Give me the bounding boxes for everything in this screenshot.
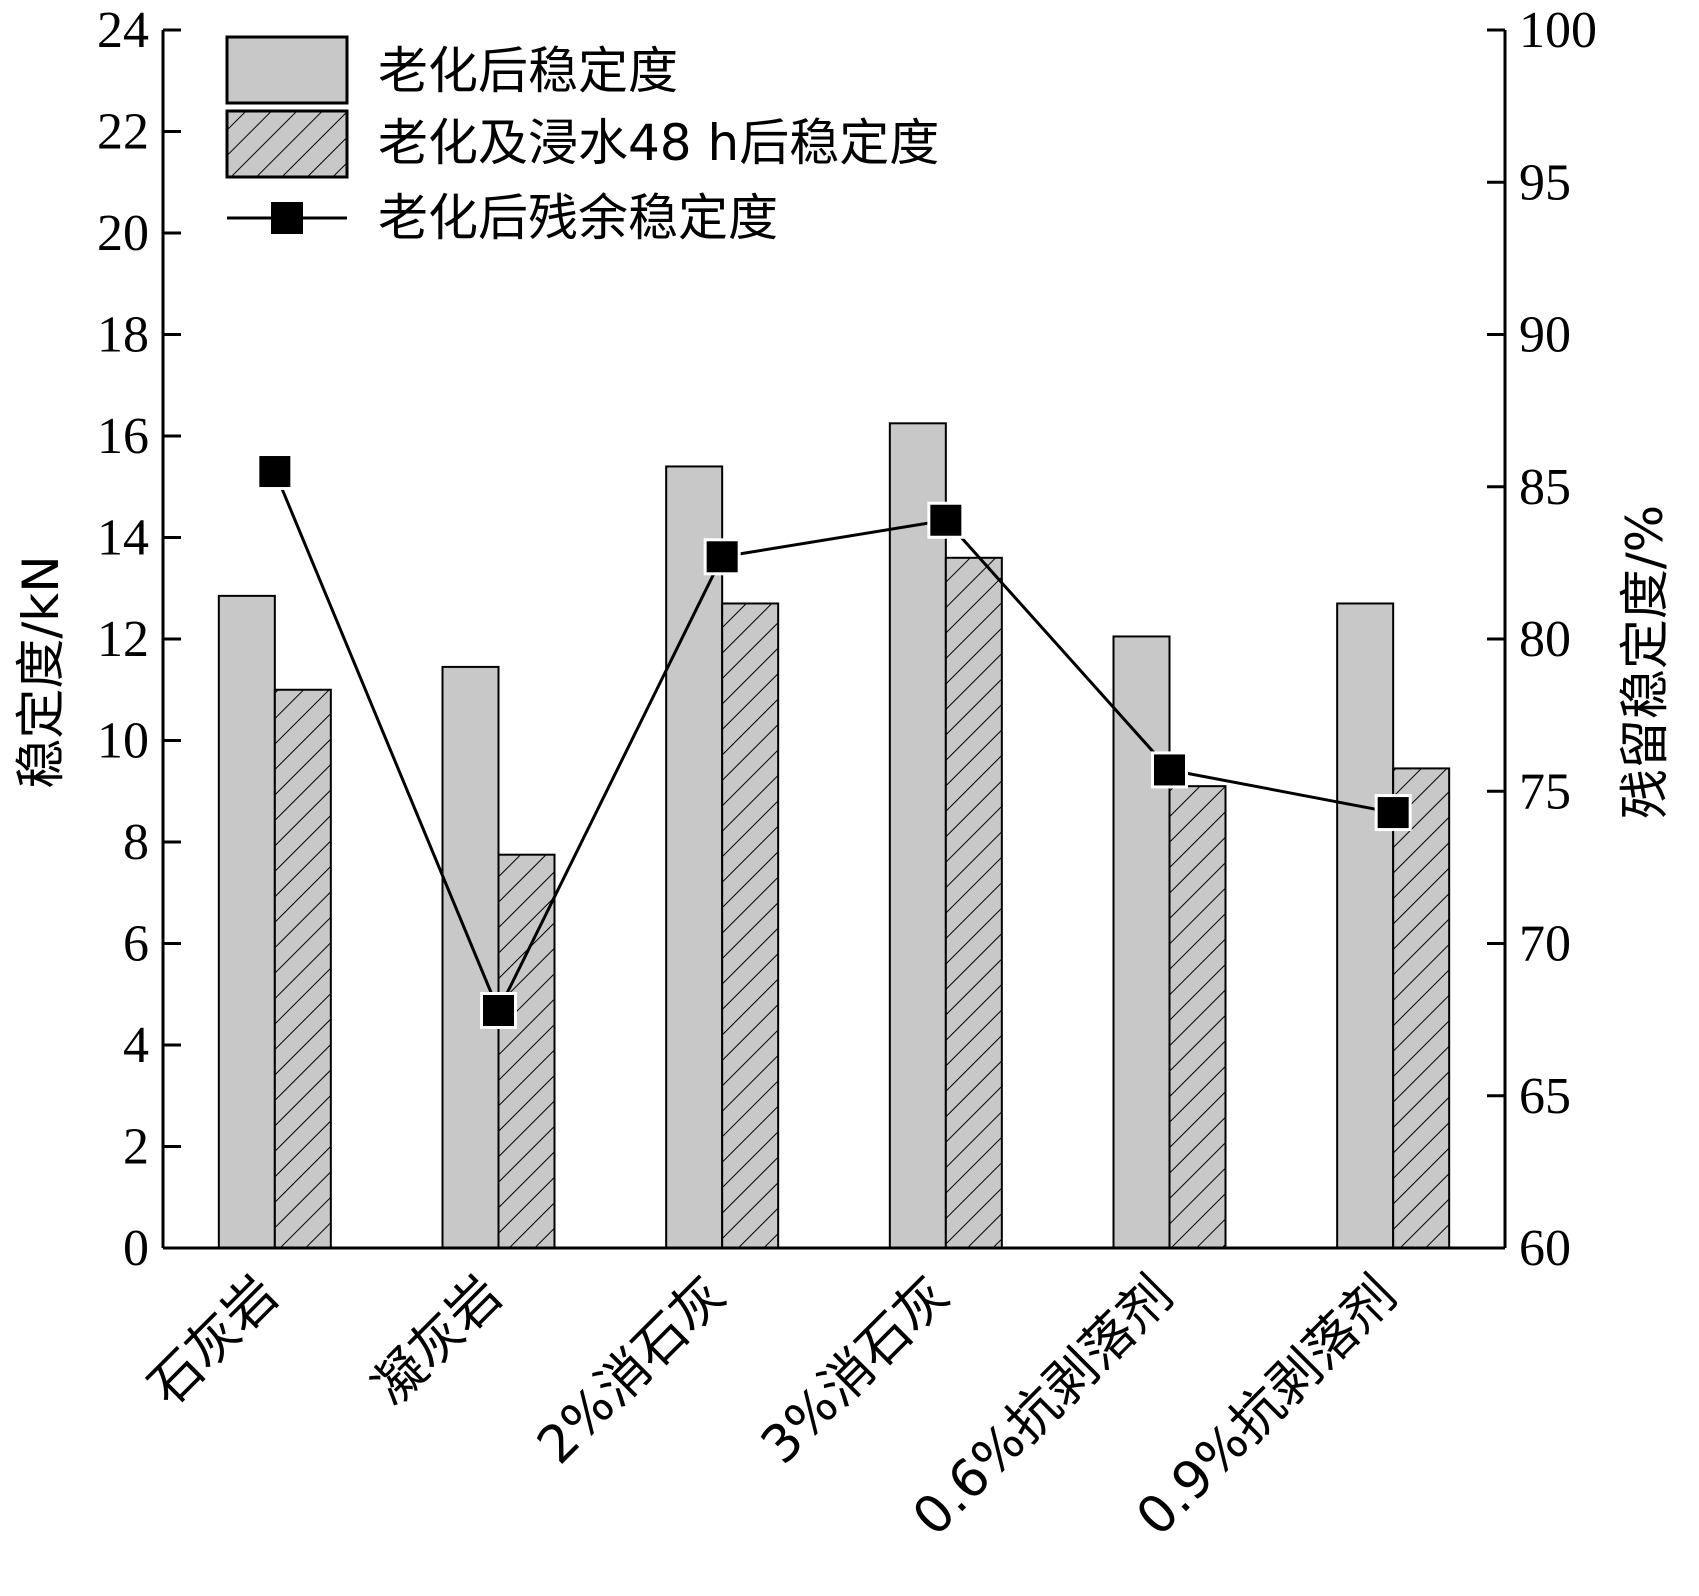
y2-axis-title: 残留稳定度/%	[1616, 505, 1674, 819]
y2-tick-label: 60	[1519, 1220, 1571, 1277]
legend-label-aged: 老化后稳定度	[378, 42, 678, 100]
y2-tick-label: 70	[1519, 916, 1571, 973]
y2-tick-label: 65	[1519, 1068, 1571, 1125]
x-category-label: 2%消石灰	[526, 1265, 737, 1476]
y-tick-label: 12	[97, 611, 149, 668]
residual-marker	[256, 453, 294, 491]
legend-label-aged-soaked: 老化及浸水48 h后稳定度	[378, 114, 939, 172]
x-category-label: 凝灰岩	[361, 1265, 514, 1418]
bar-aged	[217, 594, 276, 1249]
bar-aged	[1336, 602, 1395, 1249]
bar-aged-soaked	[497, 853, 556, 1249]
y-tick-label: 2	[123, 1119, 149, 1176]
bar-aged	[1112, 635, 1171, 1249]
y2-tick-label: 80	[1519, 611, 1571, 668]
legend-item-aged-soaked: 老化及浸水48 h后稳定度	[225, 109, 939, 179]
y2-tick-label: 75	[1519, 763, 1571, 820]
legend-marker-residual	[271, 202, 303, 234]
y-tick-label: 0	[123, 1220, 149, 1277]
y2-tick-label: 95	[1519, 154, 1571, 211]
y-tick-label: 10	[97, 713, 149, 770]
y-tick-label: 22	[97, 104, 149, 161]
y-tick-label: 16	[97, 408, 149, 465]
residual-line	[273, 470, 1394, 1015]
residual-marker	[703, 538, 741, 576]
bar-aged	[441, 665, 500, 1249]
bar-aged-soaked	[273, 688, 332, 1249]
y-tick-label: 20	[97, 205, 149, 262]
bar-aged	[665, 465, 724, 1249]
legend-label-residual: 老化后残余稳定度	[378, 189, 778, 247]
residual-marker	[1151, 751, 1188, 789]
x-category-label: 石灰岩	[137, 1265, 290, 1418]
residual-marker	[927, 501, 965, 539]
legend-item-aged: 老化后稳定度	[225, 35, 678, 105]
plot-area	[217, 422, 1451, 1249]
x-category-label: 3%消石灰	[750, 1265, 961, 1476]
y-tick-label: 6	[123, 916, 149, 973]
bar-aged-soaked	[1392, 767, 1451, 1249]
legend: 老化后稳定度 老化及浸水48 h后稳定度 老化后残余稳定度	[225, 35, 939, 247]
y-axis-title: 稳定度/kN	[12, 555, 70, 788]
bar-aged-soaked	[944, 556, 1003, 1249]
y-tick-label: 4	[123, 1017, 149, 1074]
legend-swatch-aged-soaked	[225, 109, 349, 179]
y-tick-label: 18	[97, 307, 149, 364]
y-tick-label: 14	[97, 510, 149, 567]
y-tick-label: 24	[97, 2, 149, 59]
bar-aged	[888, 422, 947, 1249]
legend-item-residual: 老化后残余稳定度	[227, 189, 778, 247]
y2-tick-label: 100	[1519, 2, 1597, 59]
residual-marker	[1374, 794, 1412, 832]
legend-swatch-aged	[225, 35, 349, 105]
residual-marker	[480, 991, 517, 1029]
y-tick-label: 8	[123, 814, 149, 871]
y2-tick-label: 90	[1519, 307, 1571, 364]
y2-tick-label: 85	[1519, 459, 1571, 516]
bar-aged-soaked	[721, 602, 780, 1249]
bar-aged-soaked	[1168, 785, 1227, 1249]
